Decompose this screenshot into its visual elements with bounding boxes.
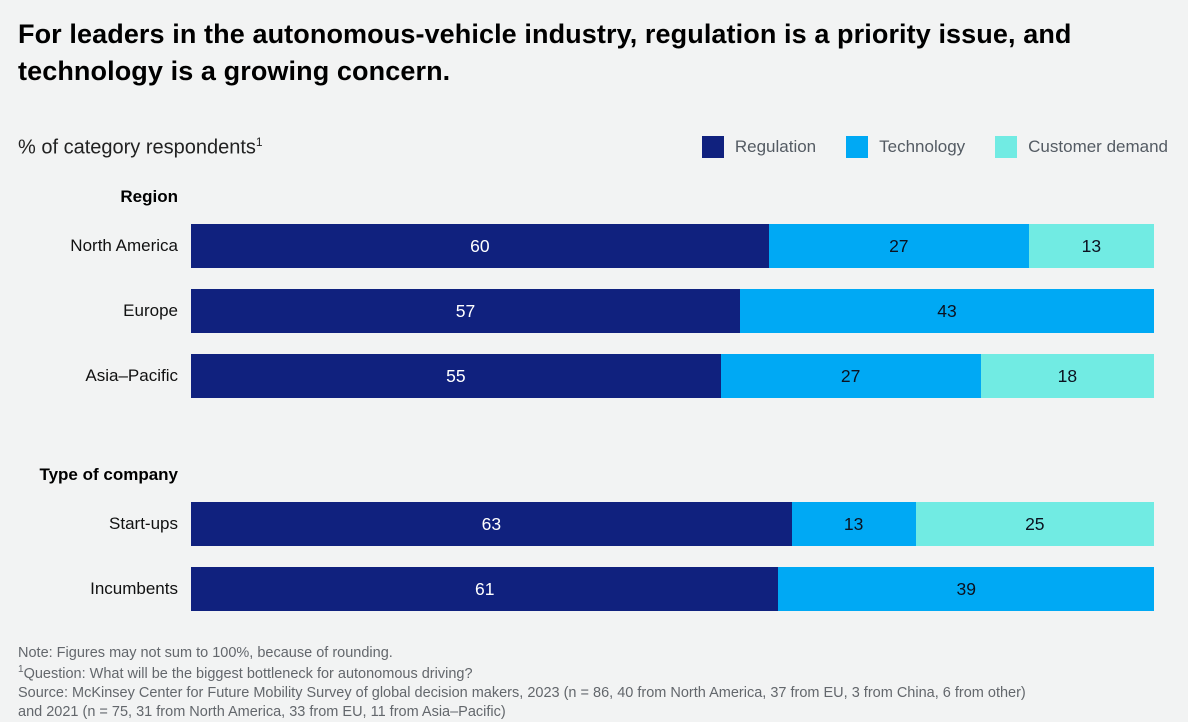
footnote-question-text: Question: What will be the biggest bottl… [23, 666, 473, 683]
bar-segment-customer-demand: 13 [1028, 224, 1154, 269]
bar-row: Incumbents 61 39 [18, 567, 1168, 612]
bar-row: Asia–Pacific 55 27 18 [18, 354, 1168, 399]
bar-value-label: 60 [470, 235, 490, 256]
bar-segment-technology: 27 [720, 354, 981, 399]
footnote-question: 1Question: What will be the biggest bott… [18, 663, 1168, 684]
axis-unit-text: % of category respondents [18, 136, 256, 159]
bar-segment-technology: 43 [739, 289, 1154, 334]
bar-row: North America 60 27 13 [18, 224, 1168, 269]
bar-track: 57 43 [191, 289, 1154, 334]
bar-row: Start-ups 63 13 25 [18, 502, 1168, 547]
category-label: North America [70, 236, 178, 256]
bar-segment-customer-demand: 25 [915, 502, 1154, 547]
legend-item-technology: Technology [846, 135, 966, 158]
legend-label: Technology [879, 136, 966, 156]
footnote-note: Note: Figures may not sum to 100%, becau… [18, 645, 393, 662]
bar-track: 63 13 25 [191, 502, 1154, 547]
bar-value-label: 27 [840, 365, 861, 386]
bar-segment-technology: 27 [768, 224, 1029, 269]
legend-swatch-icon [995, 135, 1018, 158]
bar-value-label: 55 [446, 365, 466, 386]
bar-value-label: 61 [474, 578, 495, 599]
chart-header-row: % of category respondents1 Regulation Tec… [18, 135, 1168, 160]
section-header: Region [120, 187, 178, 207]
section-header: Type of company [39, 465, 178, 485]
bar-segment-regulation: 60 [191, 224, 769, 269]
bar-value-label: 39 [956, 578, 976, 599]
bar-track: 60 27 13 [191, 224, 1154, 269]
footnote-source-continued: and 2021 (n = 75, 31 from North America,… [18, 704, 506, 721]
legend-label: Regulation [734, 136, 817, 156]
bar-value-label: 27 [889, 235, 909, 256]
category-label: Incumbents [90, 579, 178, 599]
footnote-source: Source: McKinsey Center for Future Mobil… [18, 685, 1026, 702]
bar-value-label: 25 [1025, 513, 1045, 534]
footnote-marker: 1 [255, 134, 263, 149]
category-label: Asia–Pacific [85, 366, 178, 386]
bar-row: Europe 57 43 [18, 289, 1168, 334]
bar-value-label: 13 [1081, 235, 1102, 256]
category-label: Start-ups [109, 514, 178, 534]
bar-value-label: 13 [843, 513, 864, 534]
legend: Regulation Technology Customer demand [701, 135, 1168, 158]
legend-item-regulation: Regulation [701, 135, 817, 158]
chart-group-type-of-company: Type of company Start-ups 63 13 25 Incumbents… [18, 465, 1168, 612]
chart-group-region: Region North America 60 27 13 Europe 57 43 Asia–… [18, 187, 1168, 399]
legend-label: Customer demand [1028, 136, 1168, 156]
bar-segment-technology: 13 [791, 502, 916, 547]
axis-unit-label: % of category respondents1 [18, 135, 263, 160]
legend-item-customer-demand: Customer demand [995, 135, 1168, 158]
bar-segment-regulation: 61 [191, 567, 779, 612]
bar-segment-regulation: 57 [191, 289, 740, 334]
bar-track: 55 27 18 [191, 354, 1155, 399]
stacked-bar-chart: Region North America 60 27 13 Europe 57 43 Asia–… [18, 187, 1168, 612]
footnotes: Note: Figures may not sum to 100%, becau… [18, 644, 1168, 722]
bar-segment-customer-demand: 18 [980, 354, 1155, 399]
legend-swatch-icon [846, 135, 869, 158]
category-label: Europe [123, 301, 178, 321]
bar-track: 61 39 [191, 567, 1154, 612]
bar-value-label: 63 [481, 513, 502, 534]
footnote-question-marker: 1 [18, 664, 24, 676]
bar-segment-technology: 39 [778, 567, 1154, 612]
bar-value-label: 18 [1057, 365, 1078, 386]
bar-segment-regulation: 55 [191, 354, 721, 399]
legend-swatch-icon [701, 135, 724, 158]
chart-title: For leaders in the autonomous-vehicle in… [18, 19, 1072, 87]
bar-value-label: 57 [455, 300, 476, 321]
bar-value-label: 43 [937, 300, 957, 321]
bar-segment-regulation: 63 [191, 502, 792, 547]
